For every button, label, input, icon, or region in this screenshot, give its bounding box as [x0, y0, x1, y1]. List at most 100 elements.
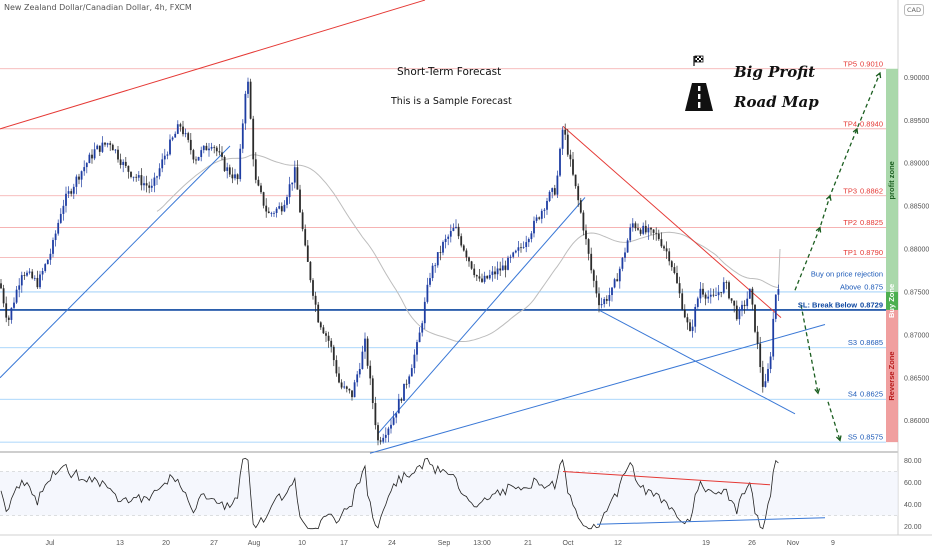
level-label: TP2 0.8825 — [843, 218, 883, 227]
candle-body — [179, 124, 182, 127]
candle-body — [158, 168, 161, 177]
candle-body — [10, 307, 13, 320]
candle-body — [410, 368, 413, 377]
candle-body — [663, 246, 665, 249]
candle-body — [520, 247, 522, 249]
candle-body — [26, 272, 28, 276]
candle-body — [200, 150, 203, 157]
candle-body — [202, 145, 205, 151]
level-label-name: SL: Break Below — [798, 300, 857, 309]
candle-body — [356, 374, 359, 383]
level-label: S5 0.8575 — [848, 433, 883, 442]
time-axis: Jul 13 20 27 Aug 10 17 24 Sep 13:00 21 Oct 12 19 26 Nov… — [46, 540, 836, 547]
candle-body — [657, 233, 660, 240]
candle-body — [696, 298, 699, 307]
candle-body — [124, 161, 127, 166]
candle-body — [400, 398, 403, 401]
candle-body — [759, 343, 762, 368]
candle-body — [738, 309, 741, 320]
candle-body — [153, 177, 156, 186]
candle-body — [488, 274, 491, 279]
candle-body — [340, 382, 343, 388]
price-tick-label: 0.86000 — [904, 418, 929, 425]
candle-body — [452, 227, 455, 231]
profit-zone — [886, 68, 898, 292]
candle-body — [543, 209, 546, 211]
candle-body — [338, 373, 340, 383]
candle-body — [137, 175, 140, 178]
candle-body — [730, 298, 733, 301]
candle-body — [319, 322, 322, 328]
candle-body — [530, 233, 533, 240]
candle-body — [527, 239, 530, 243]
candle-body — [769, 356, 772, 369]
candle-body — [735, 305, 738, 320]
time-tick-label: Oct — [563, 540, 574, 547]
candle-body — [621, 257, 624, 269]
currency-badge[interactable]: CAD — [904, 4, 924, 16]
oscillator-line — [0, 457, 779, 530]
candle-body — [132, 176, 135, 178]
candle-body — [96, 145, 99, 150]
candle-body — [161, 159, 164, 169]
candle-body — [533, 220, 535, 234]
candle-body — [7, 317, 10, 320]
brand-line-1: Big Profit — [734, 63, 816, 81]
level-label: TP5 0.9010 — [843, 59, 883, 68]
candle-body — [569, 154, 572, 160]
candle-body — [754, 304, 756, 332]
candle-body — [665, 248, 668, 252]
candle-body — [143, 183, 145, 186]
level-label-name: TP3 — [843, 186, 857, 195]
candle-body — [548, 191, 551, 201]
candle-body — [257, 179, 260, 186]
candle-body — [478, 276, 481, 279]
candle-body — [439, 252, 442, 253]
support-trendline-long — [369, 324, 826, 454]
candle-body — [265, 205, 268, 212]
candle-body — [163, 155, 166, 160]
candle-body — [496, 268, 499, 275]
level-label-value: 0.9010 — [860, 59, 883, 68]
time-tick-label: Nov — [787, 540, 800, 547]
candle-body — [189, 139, 192, 151]
candle-body — [101, 142, 104, 152]
candle-body — [117, 149, 119, 160]
candle-body — [228, 167, 231, 175]
candle-body — [572, 159, 574, 175]
buy-zone — [886, 291, 898, 310]
candle-body — [691, 326, 694, 331]
candle-body — [374, 403, 377, 426]
candle-body — [122, 161, 125, 165]
candle-body — [93, 149, 96, 159]
candle-body — [88, 154, 91, 164]
candle-body — [582, 212, 585, 231]
candle-body — [317, 304, 320, 323]
time-tick-label: 27 — [210, 540, 218, 547]
candle-body — [114, 149, 117, 151]
candle-body — [442, 242, 444, 253]
candle-body — [369, 365, 372, 379]
candle-body — [384, 434, 387, 438]
candle-body — [444, 238, 447, 243]
candle-body — [80, 171, 83, 180]
candle-body — [553, 188, 556, 195]
candle-body — [36, 277, 39, 288]
level-label: S4 0.8625 — [848, 390, 883, 399]
support-trendline-channel — [596, 308, 796, 415]
candle-body — [751, 288, 754, 305]
candle-body — [244, 93, 247, 124]
candle-body — [431, 265, 434, 279]
candle-body — [267, 211, 270, 214]
time-tick-label: 19 — [702, 540, 710, 547]
candle-body — [18, 285, 21, 290]
time-tick-label: 13:00 — [473, 540, 491, 547]
candle-body — [351, 390, 353, 398]
candle-body — [462, 245, 465, 251]
candle-body — [634, 223, 637, 229]
candle-body — [600, 304, 603, 306]
candle-body — [764, 381, 767, 387]
candle-body — [499, 268, 502, 271]
candle-body — [613, 279, 616, 288]
